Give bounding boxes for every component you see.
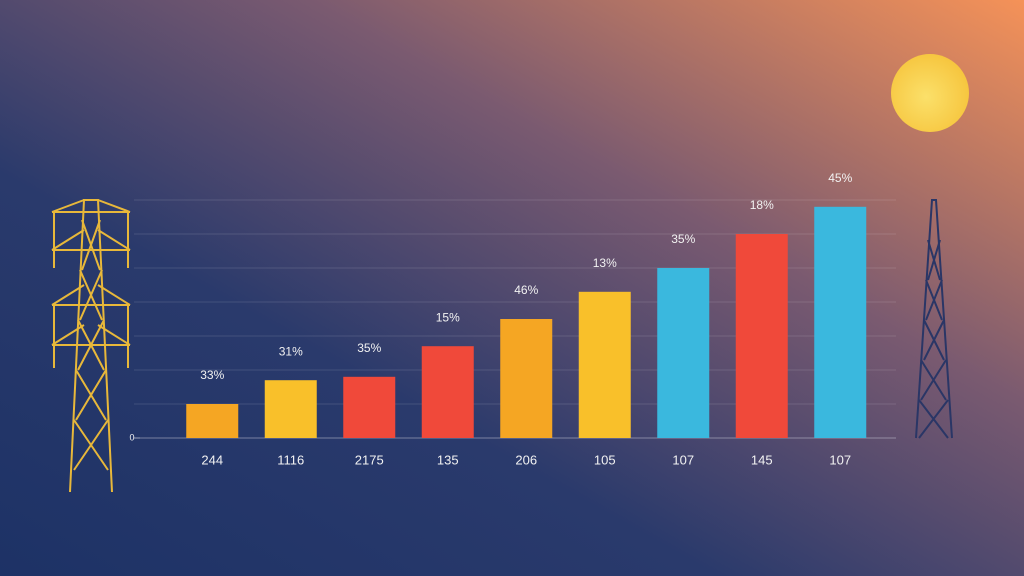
bar-annotation: 31% (279, 344, 303, 358)
bar (657, 268, 710, 438)
x-tick-label: 135 (437, 452, 459, 467)
bar-annotation: 45% (828, 171, 852, 185)
bar-annotation: 33% (200, 368, 224, 382)
bar-annotation: 13% (593, 256, 617, 270)
bar (578, 291, 631, 438)
left-tower (51, 199, 131, 493)
bar-annotation: 18% (750, 198, 774, 212)
bar-annotation: 35% (357, 341, 381, 355)
bar-annotation: 15% (436, 310, 460, 324)
bar (343, 376, 396, 438)
x-tick-label: 2175 (355, 452, 384, 467)
bar (264, 380, 317, 438)
bar (814, 206, 867, 438)
bar (735, 234, 788, 438)
x-tick-label: 244 (201, 452, 223, 467)
bar-annotation: 35% (671, 232, 695, 246)
x-tick-label: 1116 (277, 452, 304, 467)
right-tower (915, 199, 953, 439)
y-tick-label: 0 (129, 432, 134, 442)
bar (186, 404, 239, 438)
x-tick-label: 206 (515, 452, 537, 467)
bar (500, 319, 553, 438)
x-tick-label: 107 (829, 452, 851, 467)
x-tick-label: 107 (672, 452, 694, 467)
x-tick-label: 105 (594, 452, 616, 467)
bar-annotation: 46% (514, 283, 538, 297)
bar (421, 346, 474, 438)
x-tick-label: 145 (751, 452, 773, 467)
sun (891, 54, 969, 132)
